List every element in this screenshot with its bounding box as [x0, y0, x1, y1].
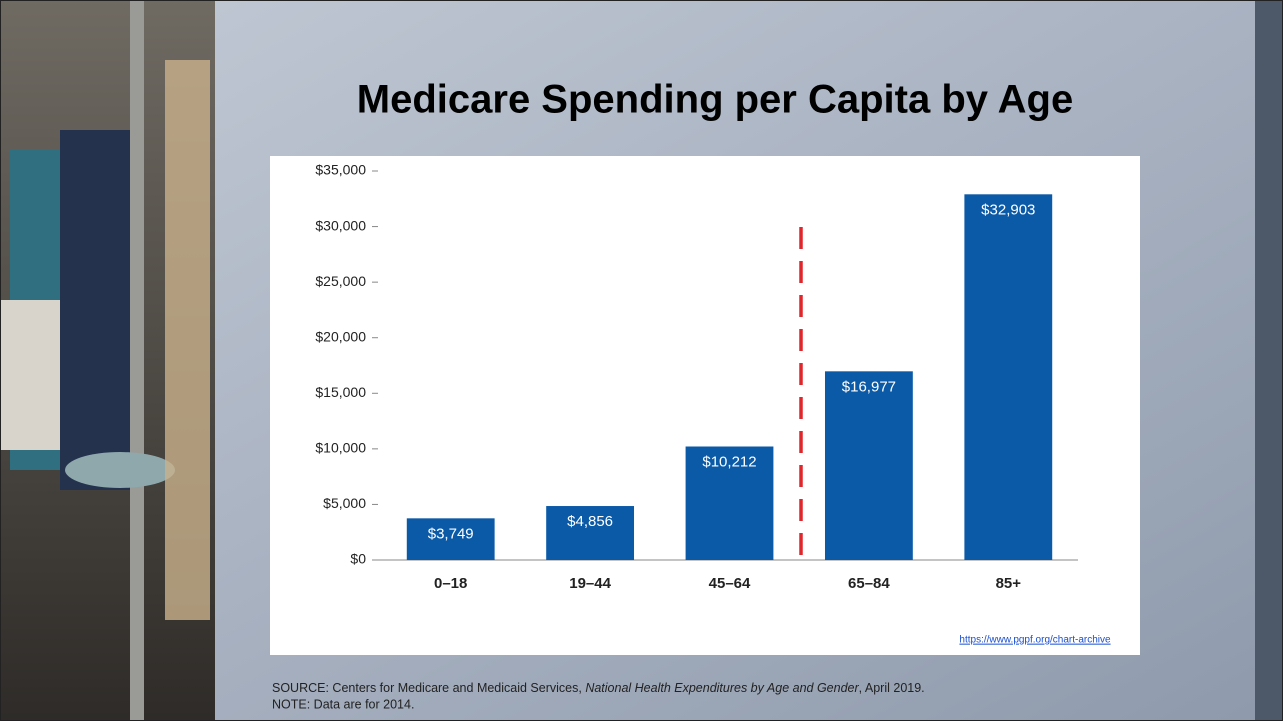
x-tick-label: 45–64	[709, 575, 751, 592]
bar	[685, 446, 774, 560]
bar	[824, 371, 913, 560]
y-tick-label: $0	[350, 551, 366, 567]
y-tick-label: $25,000	[315, 273, 366, 289]
x-tick-label: 19–44	[569, 575, 611, 592]
y-tick-label: $35,000	[315, 162, 366, 178]
bar	[406, 518, 495, 560]
note: NOTE: Data are for 2014.	[272, 697, 414, 711]
bar	[546, 506, 635, 560]
x-tick-label: 85+	[996, 575, 1022, 592]
x-tick-label: 0–18	[434, 575, 467, 592]
value-label: $3,749	[428, 525, 474, 542]
link[interactable]: https://www.pgpf.org/chart-archive	[959, 635, 1111, 646]
source-part: , April 2019.	[859, 681, 925, 695]
bar	[964, 194, 1053, 561]
y-tick-label: $5,000	[323, 495, 366, 511]
value-label: $4,856	[567, 513, 613, 530]
source-part: National Health Expenditures by Age and …	[585, 681, 859, 695]
source-part: SOURCE: Centers for Medicare and Medicai…	[272, 681, 585, 695]
y-tick-label: $10,000	[315, 440, 366, 456]
x-tick-label: 65–84	[848, 575, 890, 592]
y-tick-label: $15,000	[315, 384, 366, 400]
value-label: $10,212	[702, 453, 756, 470]
y-tick-label: $30,000	[315, 217, 366, 233]
y-tick-label: $20,000	[315, 328, 366, 344]
value-label: $32,903	[981, 201, 1035, 218]
photo	[0, 0, 215, 721]
value-label: $16,977	[842, 378, 896, 395]
side-strip	[1255, 0, 1283, 721]
source: SOURCE: Centers for Medicare and Medicai…	[272, 681, 925, 695]
chart-title: Medicare Spending per Capita by Age	[357, 78, 1073, 122]
